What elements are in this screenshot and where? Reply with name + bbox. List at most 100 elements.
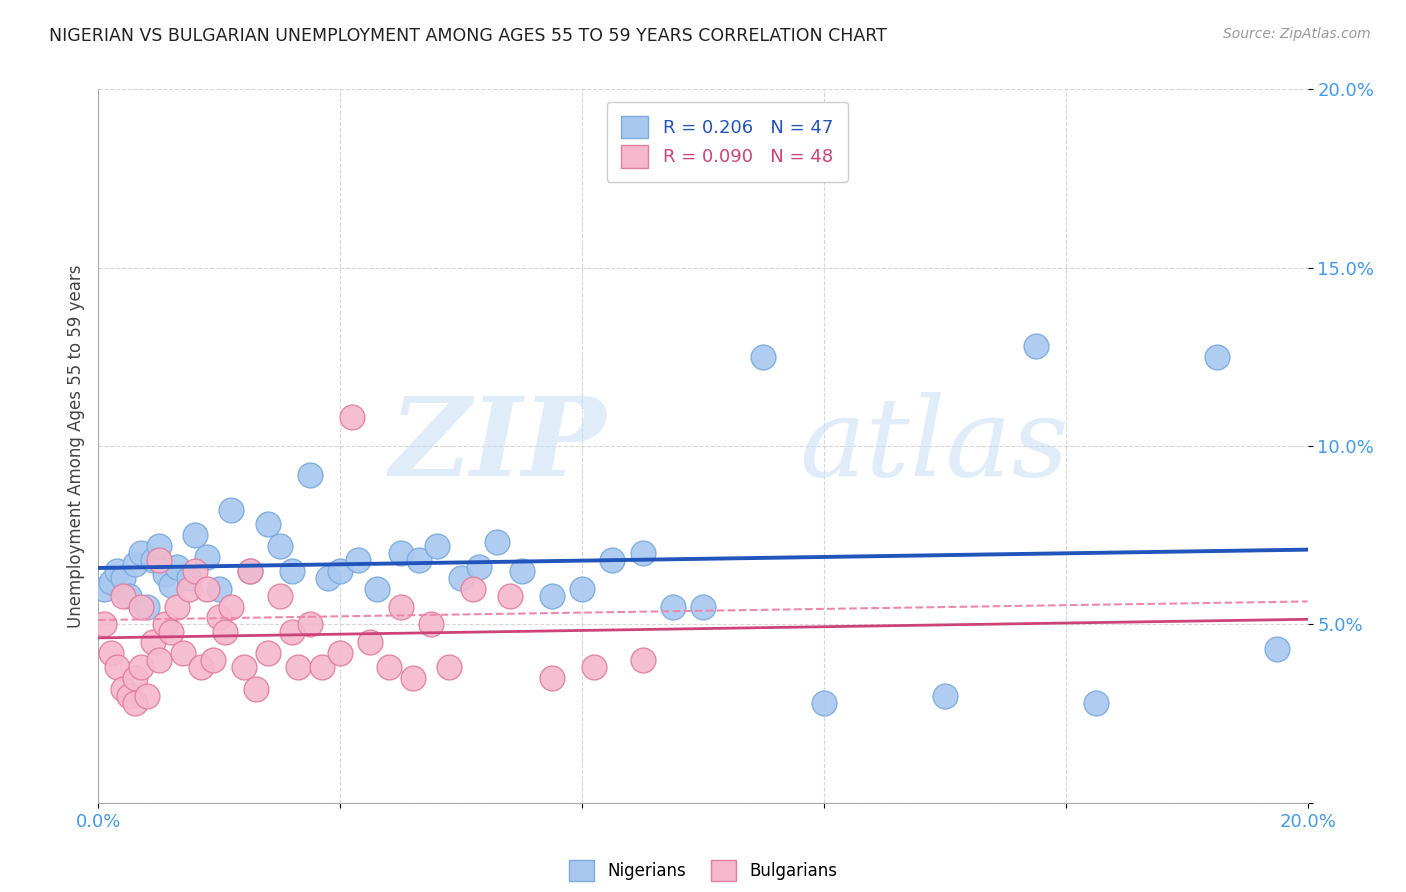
Point [540,589,562,603]
Point [408,553,430,567]
Point [124,557,146,571]
Point [450,571,472,585]
Point [111,681,134,696]
Point [692,599,714,614]
Point [129,599,152,614]
Point [329,564,352,578]
Point [377,660,399,674]
Point [124,671,146,685]
Point [256,517,278,532]
Text: Source: ZipAtlas.com: Source: ZipAtlas.com [1223,27,1371,41]
Point [299,467,322,482]
Point [93,617,115,632]
Point [366,582,388,596]
Point [269,589,291,603]
Point [498,589,520,603]
Point [232,660,254,674]
Point [214,624,236,639]
Point [256,646,278,660]
Point [172,646,194,660]
Point [177,582,201,596]
Point [118,589,141,603]
Point [571,582,593,596]
Point [245,681,267,696]
Point [93,582,115,596]
Y-axis label: Unemployment Among Ages 55 to 59 years: Unemployment Among Ages 55 to 59 years [66,264,84,628]
Point [221,503,243,517]
Point [419,617,441,632]
Point [329,646,352,660]
Point [389,546,412,560]
Point [153,617,176,632]
Point [111,571,134,585]
Point [426,539,449,553]
Point [540,671,562,685]
Point [100,574,122,589]
Point [934,689,956,703]
Point [316,571,339,585]
Point [661,599,683,614]
Point [177,571,201,585]
Point [402,671,425,685]
Point [631,546,654,560]
Point [752,350,775,364]
Point [602,553,624,567]
Point [135,689,157,703]
Point [111,589,134,603]
Point [148,653,170,667]
Point [160,578,183,592]
Point [1206,350,1229,364]
Point [129,546,152,560]
Point [135,599,157,614]
Point [148,553,170,567]
Point [100,646,122,660]
Point [1085,696,1108,710]
Point [239,564,262,578]
Point [360,635,382,649]
Text: atlas: atlas [800,392,1070,500]
Point [160,624,183,639]
Point [813,696,835,710]
Point [486,535,509,549]
Point [311,660,333,674]
Point [389,599,412,614]
Point [166,560,188,574]
Point [118,689,141,703]
Point [269,539,291,553]
Point [510,564,533,578]
Point [153,567,176,582]
Point [184,528,207,542]
Point [1024,339,1046,353]
Point [184,564,207,578]
Point [105,564,128,578]
Point [342,410,364,425]
Point [437,660,460,674]
Point [468,560,491,574]
Point [208,610,231,624]
Point [195,582,218,596]
Point [129,660,152,674]
Point [463,582,485,596]
Point [221,599,243,614]
Text: ZIP: ZIP [389,392,606,500]
Point [202,653,225,667]
Point [195,549,218,564]
Legend: Nigerians, Bulgarians: Nigerians, Bulgarians [562,854,844,888]
Point [1265,642,1288,657]
Point [124,696,146,710]
Point [208,582,231,596]
Point [166,599,188,614]
Point [148,539,170,553]
Point [105,660,128,674]
Text: NIGERIAN VS BULGARIAN UNEMPLOYMENT AMONG AGES 55 TO 59 YEARS CORRELATION CHART: NIGERIAN VS BULGARIAN UNEMPLOYMENT AMONG… [49,27,887,45]
Point [631,653,654,667]
Point [583,660,606,674]
Point [142,635,165,649]
Point [190,660,212,674]
Point [142,553,165,567]
Point [287,660,309,674]
Point [347,553,370,567]
Point [239,564,262,578]
Point [299,617,322,632]
Point [281,624,304,639]
